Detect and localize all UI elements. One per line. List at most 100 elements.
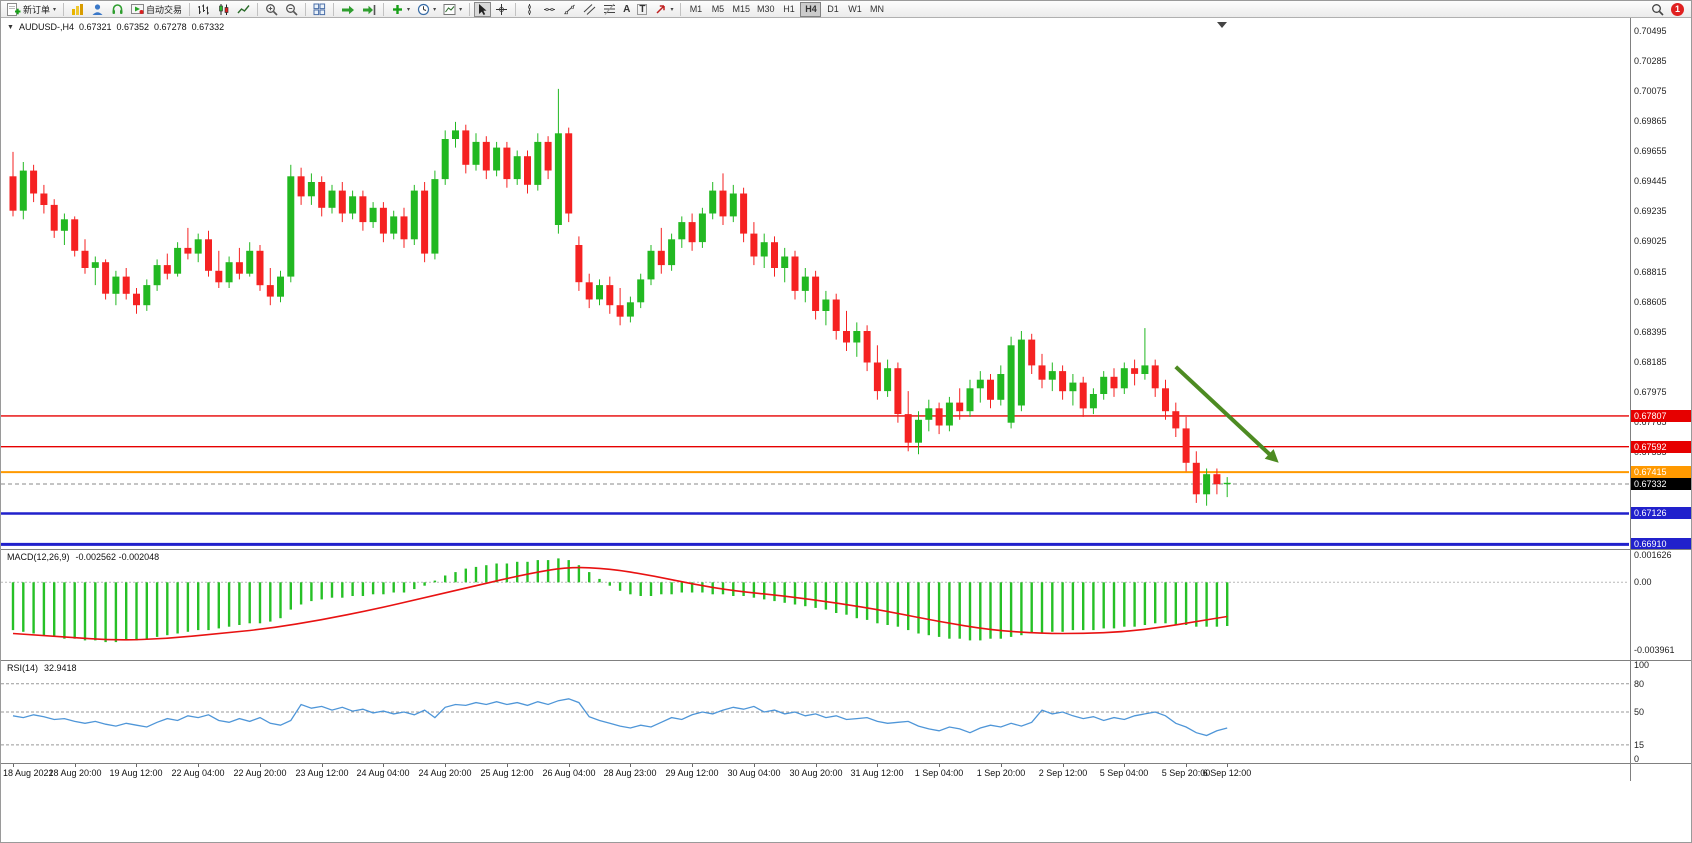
timeframe-m30[interactable]: M30	[754, 2, 778, 17]
price-axis[interactable]: 0.70495 0.70285 0.70075 0.69865 0.69655 0.694…	[1630, 18, 1691, 781]
timeframe-m15[interactable]: M15	[729, 2, 753, 17]
periods-button[interactable]: ▾	[414, 2, 439, 17]
time-label: 1 Sep 04:00	[914, 768, 964, 778]
horizontal-line-button[interactable]	[540, 2, 559, 17]
time-label: 1 Sep 20:00	[976, 768, 1026, 778]
cursor-button[interactable]	[474, 1, 492, 17]
time-tick	[322, 764, 323, 767]
time-axis[interactable]: 18 Aug 2022 18 Aug 20:00 19 Aug 12:00 22 Au…	[1, 764, 1629, 781]
open-value: 0.67321	[78, 22, 112, 32]
crosshair-icon	[495, 3, 508, 16]
time-label: 6 Sep 12:00	[1202, 768, 1252, 778]
chart-line-button[interactable]	[234, 2, 253, 17]
arrows-button[interactable]: ▾	[651, 2, 676, 17]
chart-candles-button[interactable]	[214, 2, 233, 17]
rsi-canvas[interactable]	[1, 660, 1629, 763]
trendline-button[interactable]	[560, 2, 579, 17]
timeframe-d1[interactable]: D1	[822, 2, 843, 17]
high-value: 0.67352	[116, 22, 150, 32]
time-tick	[260, 764, 261, 767]
expander-icon[interactable]: ▼	[7, 23, 14, 31]
time-label: 30 Aug 20:00	[789, 768, 843, 778]
time-label: 18 Aug 2022	[3, 768, 54, 778]
chart-ohlc-readout: ▼ AUDUSD-,H4 0.67321 0.67352 0.67278 0.6…	[7, 22, 224, 32]
trend-arrow-head	[1264, 449, 1279, 463]
time-label: 28 Aug 23:00	[603, 768, 657, 778]
zoom-in-button[interactable]	[262, 2, 281, 17]
panel-divider[interactable]	[1, 549, 1691, 550]
low-value: 0.67278	[154, 22, 187, 32]
fibonacci-icon	[603, 3, 616, 16]
vertical-line-button[interactable]	[520, 2, 539, 17]
horizontal-line-icon	[543, 3, 556, 16]
chevron-down-icon: ▾	[670, 6, 674, 13]
timeframe-h4[interactable]: H4	[800, 1, 822, 17]
time-tick	[198, 764, 199, 767]
community-icon	[91, 3, 104, 16]
timeframe-h1[interactable]: H1	[778, 2, 799, 17]
time-tick	[816, 764, 817, 767]
time-tick	[1124, 764, 1125, 767]
time-label: 5 Sep 04:00	[1099, 768, 1149, 778]
time-tick	[630, 764, 631, 767]
time-tick	[1227, 764, 1228, 767]
new-order-button[interactable]: 新订单 ▾	[4, 2, 59, 17]
time-label: 30 Aug 04:00	[727, 768, 781, 778]
rsi-axis-label: 15	[1634, 739, 1645, 750]
panel-divider[interactable]	[1, 660, 1691, 661]
notification-badge[interactable]: 1	[1671, 2, 1684, 16]
timeframe-w1[interactable]: W1	[844, 2, 865, 17]
timeframe-m5[interactable]: M5	[707, 2, 728, 17]
macd-values: -0.002562 -0.002048	[75, 552, 160, 562]
toolbar-separator	[383, 2, 385, 16]
clock-icon	[417, 3, 430, 16]
time-label: 26 Aug 04:00	[542, 768, 596, 778]
auto-scroll-button[interactable]	[338, 2, 358, 17]
chevron-down-icon: ▾	[53, 6, 57, 13]
templates-button[interactable]: ▾	[440, 2, 465, 17]
price-level-badge: 0.67807	[1631, 409, 1691, 422]
macd-header: MACD(12,26,9) -0.002562 -0.002048	[7, 552, 159, 562]
price-tick-label: 0.70495	[1634, 25, 1667, 36]
macd-canvas[interactable]	[1, 549, 1629, 660]
fibonacci-button[interactable]	[600, 2, 619, 17]
tile-windows-button[interactable]	[310, 2, 329, 17]
market-watch-button[interactable]	[68, 2, 87, 17]
chevron-down-icon: ▾	[407, 6, 411, 13]
macd-axis-label: 0.001626	[1634, 549, 1672, 560]
support-button[interactable]	[108, 2, 127, 17]
time-label: 31 Aug 12:00	[850, 768, 904, 778]
text-label-button[interactable]: T	[634, 2, 650, 17]
zoom-out-button[interactable]	[282, 2, 301, 17]
auto-trading-button[interactable]: 自动交易	[128, 2, 185, 17]
price-tick-label: 0.69865	[1634, 116, 1667, 127]
price-tick-label: 0.68815	[1634, 266, 1667, 277]
macd-axis-label: 0.00	[1634, 577, 1652, 588]
channel-button[interactable]	[580, 2, 599, 17]
close-value: 0.67332	[191, 22, 225, 32]
text-button[interactable]: A	[620, 2, 633, 17]
time-label: 29 Aug 12:00	[665, 768, 719, 778]
time-tick	[1063, 764, 1064, 767]
price-level-badge: 0.67332	[1631, 477, 1691, 490]
zoom-out-icon	[285, 3, 298, 16]
tile-windows-icon	[313, 3, 326, 16]
search-button[interactable]	[1648, 2, 1667, 17]
price-tick-label: 0.70075	[1634, 86, 1667, 97]
rsi-axis-label: 100	[1634, 660, 1650, 670]
chart-shift-button[interactable]	[359, 2, 379, 17]
timeframe-mn[interactable]: MN	[866, 2, 887, 17]
bar-chart-icon	[197, 3, 210, 16]
indicators-button[interactable]: ▾	[388, 2, 413, 17]
price-chart-canvas[interactable]	[1, 18, 1629, 549]
timeframe-m1[interactable]: M1	[685, 2, 706, 17]
time-label: 18 Aug 20:00	[48, 768, 102, 778]
price-tick-label: 0.68605	[1634, 296, 1667, 307]
chart-bars-button[interactable]	[194, 2, 213, 17]
price-tick-label: 0.69445	[1634, 176, 1667, 187]
price-level-badge: 0.67592	[1631, 440, 1691, 453]
search-icon	[1651, 3, 1664, 16]
community-button[interactable]	[88, 2, 107, 17]
crosshair-button[interactable]	[492, 2, 511, 17]
